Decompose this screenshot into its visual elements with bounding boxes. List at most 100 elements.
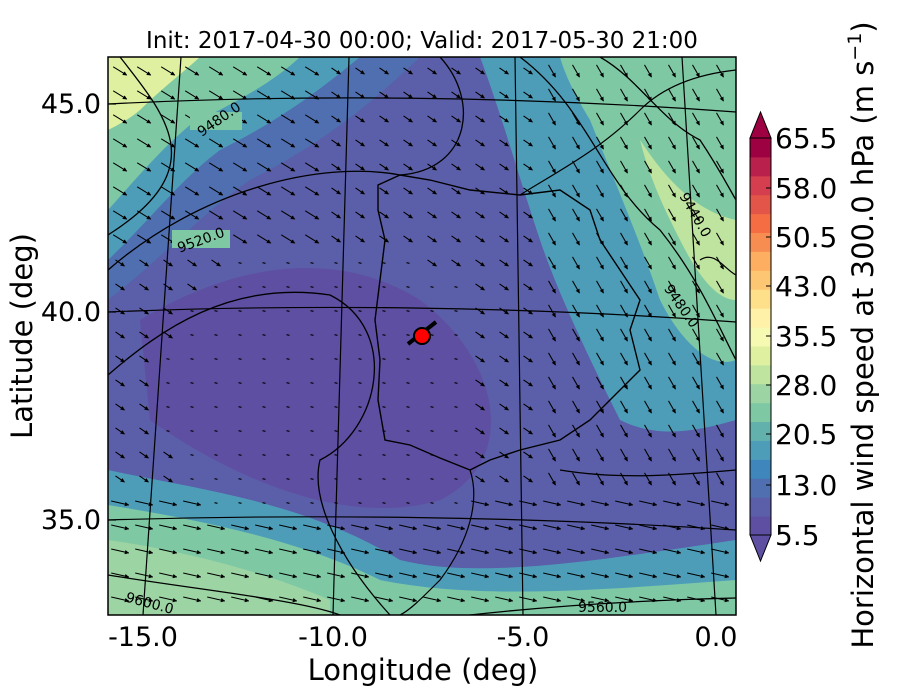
wind-arrow [115,283,125,291]
calm-core [140,267,491,509]
wind-arrow [112,186,128,196]
wind-arrow [355,115,365,123]
wind-arrow [208,66,224,76]
wind-arrow [135,596,154,603]
wind-arrow [692,232,700,246]
wind-arrow [644,88,652,102]
wind-arrow [115,259,125,267]
wind-arrow [572,400,580,414]
wind-arrow [572,256,580,270]
wind-arrow [499,67,509,75]
wind-arrow [208,210,224,220]
wind-arrow [567,572,586,579]
wind-arrow [406,406,410,408]
wind-arrow [475,67,485,75]
wind-arrow [716,352,724,366]
wind-arrow [358,310,362,312]
wind-arrow [523,187,533,195]
wind-arrow [286,382,290,384]
wind-arrow [523,451,533,459]
wind-arrow [572,64,580,78]
colorbar-segment [750,402,771,423]
wind-arrow [403,67,413,75]
wind-arrow [596,208,604,222]
wind-arrow [620,112,628,126]
wind-arrow [286,334,290,336]
wind-arrow [639,572,658,579]
wind-arrow [548,352,556,366]
wind-arrow [304,210,320,220]
wind-arrow [572,376,580,390]
wind-arrow [327,596,346,603]
wind-arrow [214,358,218,360]
wind-arrow [286,262,290,264]
wind-arrow [451,91,461,99]
wind-arrow [334,478,338,480]
wind-arrow [620,208,628,222]
wind-arrow [668,352,676,366]
wind-arrow [331,91,341,99]
wind-arrow [668,376,676,390]
wind-arrow [692,376,700,390]
wind-arrow [620,304,628,318]
wind-arrow [596,328,604,342]
wind-arrow [256,90,272,100]
wind-arrow [572,424,580,438]
wind-arrow [572,88,580,102]
wind-arrow [451,187,461,195]
wind-arrow [596,88,604,102]
wind-band-s-inner [108,540,330,615]
wind-arrow [231,596,250,603]
wind-arrow [406,286,410,288]
wind-arrow [523,475,533,483]
wind-arrow [495,596,514,603]
wind-arrow [286,310,290,312]
wind-arrow [548,328,556,342]
wind-arrow [454,334,458,336]
wind-arrow [403,115,413,123]
wind-arrow [358,406,362,408]
wind-arrow [596,184,604,198]
wind-arrow [447,596,466,603]
wind-arrow [286,478,290,480]
wind-arrow [716,112,724,126]
wind-arrow [355,67,365,75]
colorbar-segment [750,156,771,177]
colorbar-segment [750,270,771,290]
wind-arrow [620,160,628,174]
wind-arrow [310,478,314,480]
wind-arrow [596,64,604,78]
wind-arrow [523,211,533,219]
wind-arrow [139,475,149,483]
wind-arrow [692,280,700,294]
wind-arrow [159,572,178,579]
wind-arrow [620,232,628,246]
wind-arrow [184,90,200,100]
wind-band-ne-mid [560,57,736,362]
wind-arrow [475,187,485,195]
wind-arrow [163,451,173,459]
x-tick-m5: -5.0 [497,622,550,653]
wind-arrow [572,304,580,318]
y-tick-45: 45.0 [41,89,101,120]
wind-arrow [304,66,320,76]
wind-arrow [523,403,533,411]
wind-arrow [406,502,410,504]
wind-arrow [256,114,272,124]
wind-arrow [523,379,533,387]
wind-arrow [499,187,509,195]
wind-arrow [430,406,434,408]
wind-arrow [262,334,266,336]
wind-arrow [256,210,272,220]
wind-arrow [190,358,194,360]
wind-arrow [495,500,514,507]
wind-arrow [184,66,200,76]
wind-arrow [262,382,266,384]
colorbar-segment [750,327,771,347]
plot-area: 9480.0 9520.0 9440.0 9480.0 9600.0 9560.… [108,57,736,615]
wind-arrow [644,112,652,126]
x-tick-m15: -15.0 [108,622,178,653]
wind-arrow [591,596,610,603]
colorbar-tick-label: 5.5 [775,519,820,552]
wind-arrow [327,548,346,555]
